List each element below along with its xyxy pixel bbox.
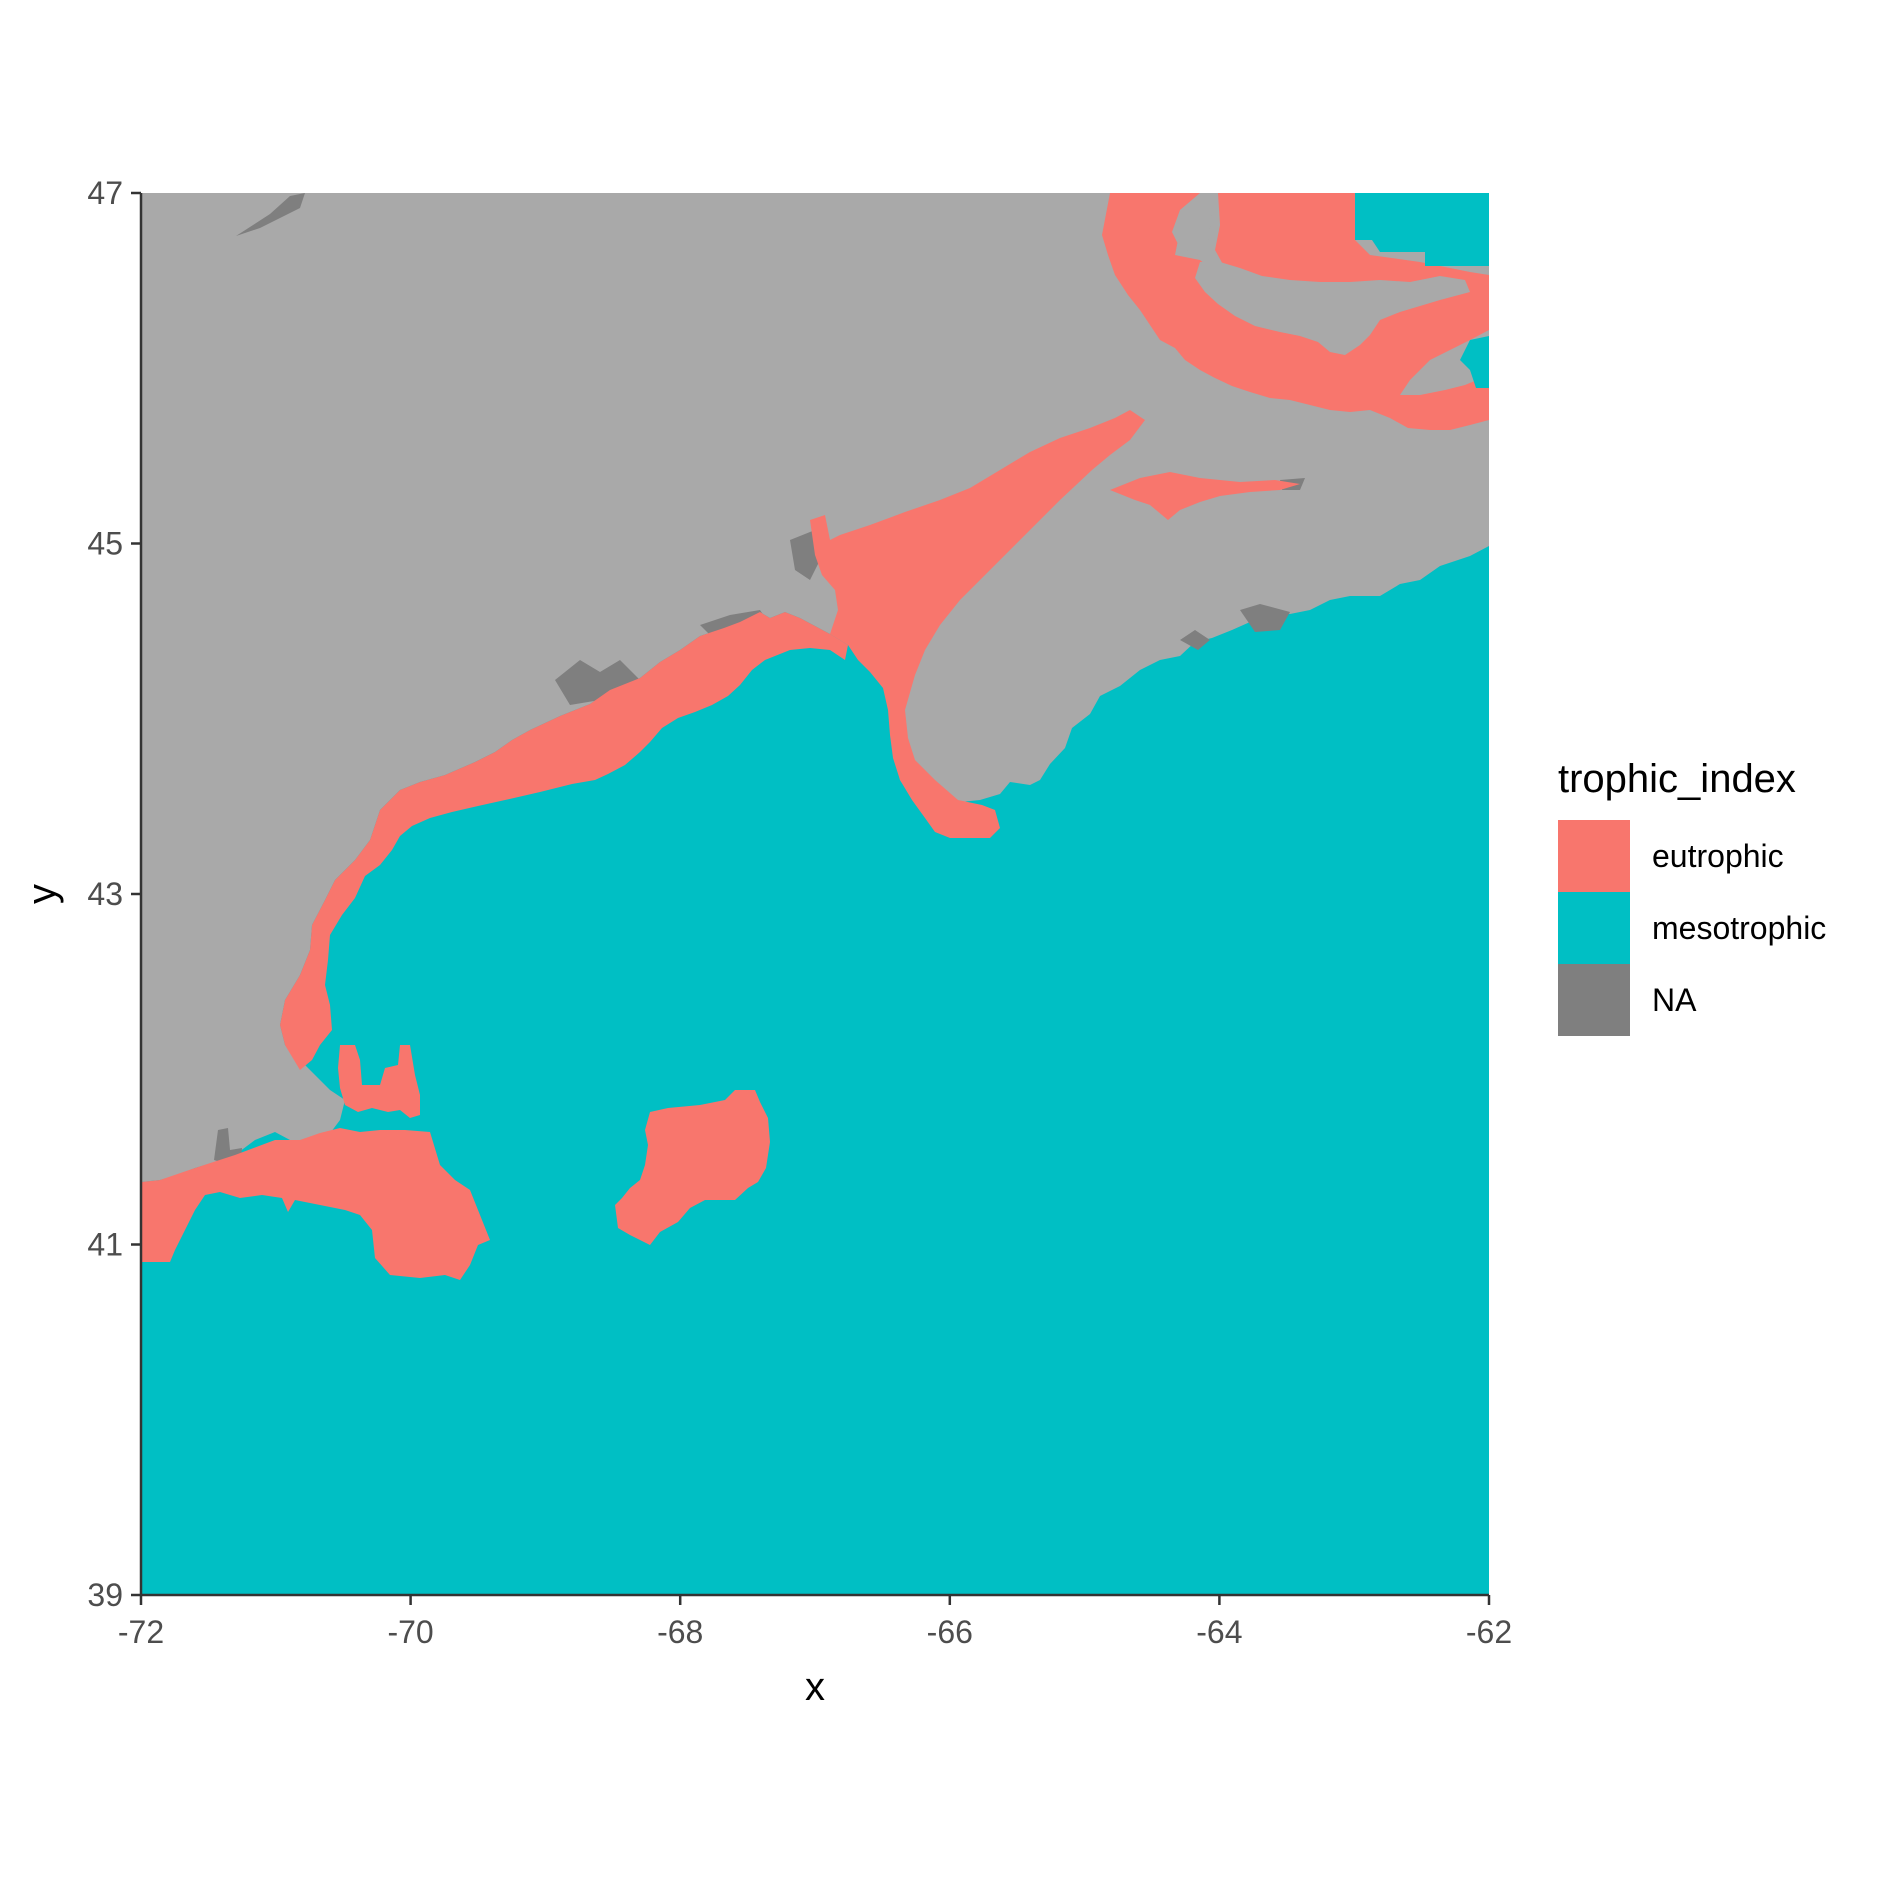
y-tick-label: 47 — [87, 175, 123, 211]
legend-entries: eutrophic mesotrophic NA — [1558, 820, 1826, 1036]
land-island-cape-breton — [1172, 193, 1218, 255]
mesotrophic-region-cape-breton — [1460, 336, 1489, 388]
y-tick-label: 41 — [87, 1227, 123, 1263]
x-axis-ticks: -72 -70 -68 -66 -64 -62 — [118, 1595, 1512, 1650]
na-patch — [1180, 630, 1210, 650]
eutrophic-region-georges-bank — [615, 1090, 770, 1245]
eutrophic-region-bay-of-fundy — [810, 410, 1145, 838]
y-tick-label: 39 — [87, 1577, 123, 1613]
land-area — [141, 193, 1489, 1182]
na-patch — [790, 530, 820, 580]
na-patches — [214, 193, 1305, 1168]
legend-key-eutrophic — [1558, 820, 1630, 892]
eutrophic-region-minas-basin — [1110, 472, 1300, 520]
eutrophic-regions — [141, 193, 1489, 1280]
eutrophic-region-long-island-sound — [141, 1128, 490, 1280]
x-tick-label: -64 — [1196, 1614, 1242, 1650]
y-axis: 39 41 43 45 47 y — [20, 175, 143, 1613]
legend-label-na: NA — [1652, 982, 1697, 1018]
x-axis-title: x — [805, 1665, 825, 1709]
x-tick-label: -70 — [387, 1614, 433, 1650]
na-patch — [1240, 604, 1290, 632]
y-tick-label: 43 — [87, 876, 123, 912]
legend-label-eutrophic: eutrophic — [1652, 838, 1784, 874]
x-tick-label: -72 — [118, 1614, 164, 1650]
legend-key-na — [1558, 964, 1630, 1036]
x-tick-label: -62 — [1466, 1614, 1512, 1650]
eutrophic-region-cape-cod-bay — [338, 1045, 420, 1118]
y-tick-label: 45 — [87, 526, 123, 562]
x-tick-label: -66 — [927, 1614, 973, 1650]
eutrophic-region-pei-strait — [1215, 193, 1489, 296]
legend: trophic_index eutrophic mesotrophic NA — [1558, 757, 1826, 1036]
y-axis-title: y — [20, 884, 64, 904]
eutrophic-region-gulf-of-maine-coast — [280, 612, 848, 1070]
legend-title: trophic_index — [1558, 757, 1796, 801]
x-tick-label: -68 — [657, 1614, 703, 1650]
na-patch — [236, 193, 305, 236]
legend-key-mesotrophic — [1558, 892, 1630, 964]
land-island-pei — [1195, 262, 1470, 355]
land-islands — [1172, 193, 1470, 355]
x-axis: -72 -70 -68 -66 -64 -62 x — [118, 1593, 1512, 1709]
legend-label-mesotrophic: mesotrophic — [1652, 910, 1826, 946]
mesotrophic-region-gulf-of-st-lawrence — [1355, 193, 1489, 266]
map-panel — [141, 193, 1489, 1595]
y-axis-ticks: 39 41 43 45 47 — [87, 175, 141, 1613]
